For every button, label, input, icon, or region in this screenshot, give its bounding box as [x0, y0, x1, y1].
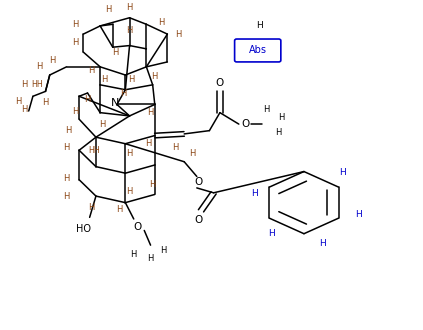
Text: H: H	[15, 97, 22, 106]
Text: H: H	[339, 168, 346, 177]
Text: H: H	[256, 21, 263, 30]
Text: H: H	[319, 239, 326, 248]
Text: H: H	[126, 187, 133, 196]
Text: H: H	[126, 149, 133, 158]
Text: H: H	[277, 113, 284, 122]
Text: H: H	[66, 126, 72, 135]
Text: H: H	[105, 5, 112, 14]
Text: O: O	[134, 222, 142, 232]
Text: H: H	[129, 76, 135, 84]
Text: H: H	[149, 180, 156, 189]
Text: HH: HH	[31, 80, 43, 89]
Text: H: H	[63, 192, 70, 201]
Text: H: H	[147, 108, 154, 117]
FancyBboxPatch shape	[235, 39, 281, 62]
Text: H: H	[116, 205, 122, 214]
Text: H: H	[112, 48, 118, 57]
Text: H: H	[84, 95, 91, 104]
Text: HO: HO	[76, 224, 91, 234]
Text: H: H	[42, 98, 49, 107]
Text: H: H	[251, 189, 258, 198]
Text: H: H	[268, 229, 275, 238]
Text: H: H	[88, 203, 95, 212]
Text: H: H	[145, 139, 152, 148]
Text: H: H	[72, 38, 78, 47]
Text: H: H	[101, 76, 107, 84]
Text: O: O	[216, 78, 224, 88]
Text: H: H	[99, 119, 105, 129]
Text: H: H	[147, 254, 154, 263]
Text: N: N	[111, 98, 119, 108]
Text: H: H	[158, 18, 164, 27]
Text: O: O	[195, 177, 203, 187]
Text: H: H	[126, 26, 133, 35]
Text: H: H	[49, 56, 55, 65]
Text: O: O	[195, 215, 203, 225]
Text: Abs: Abs	[249, 46, 267, 55]
Text: H: H	[131, 250, 137, 259]
Text: H: H	[355, 211, 362, 219]
Text: O: O	[241, 119, 249, 129]
Text: H: H	[175, 30, 181, 39]
Text: H: H	[126, 3, 133, 13]
Text: H: H	[21, 80, 27, 89]
Text: H: H	[63, 143, 70, 151]
Text: H: H	[173, 143, 179, 151]
Text: H: H	[72, 20, 78, 29]
Text: H: H	[263, 105, 269, 114]
Text: H: H	[160, 246, 166, 254]
Text: H: H	[88, 66, 95, 75]
Text: H: H	[120, 88, 126, 97]
Text: H: H	[21, 105, 27, 114]
Text: H: H	[151, 72, 158, 81]
Text: H: H	[275, 128, 282, 137]
Text: H: H	[36, 62, 42, 71]
Text: H: H	[190, 149, 196, 158]
Text: H: H	[72, 107, 78, 116]
Text: HH: HH	[88, 146, 100, 155]
Text: H: H	[63, 174, 70, 182]
